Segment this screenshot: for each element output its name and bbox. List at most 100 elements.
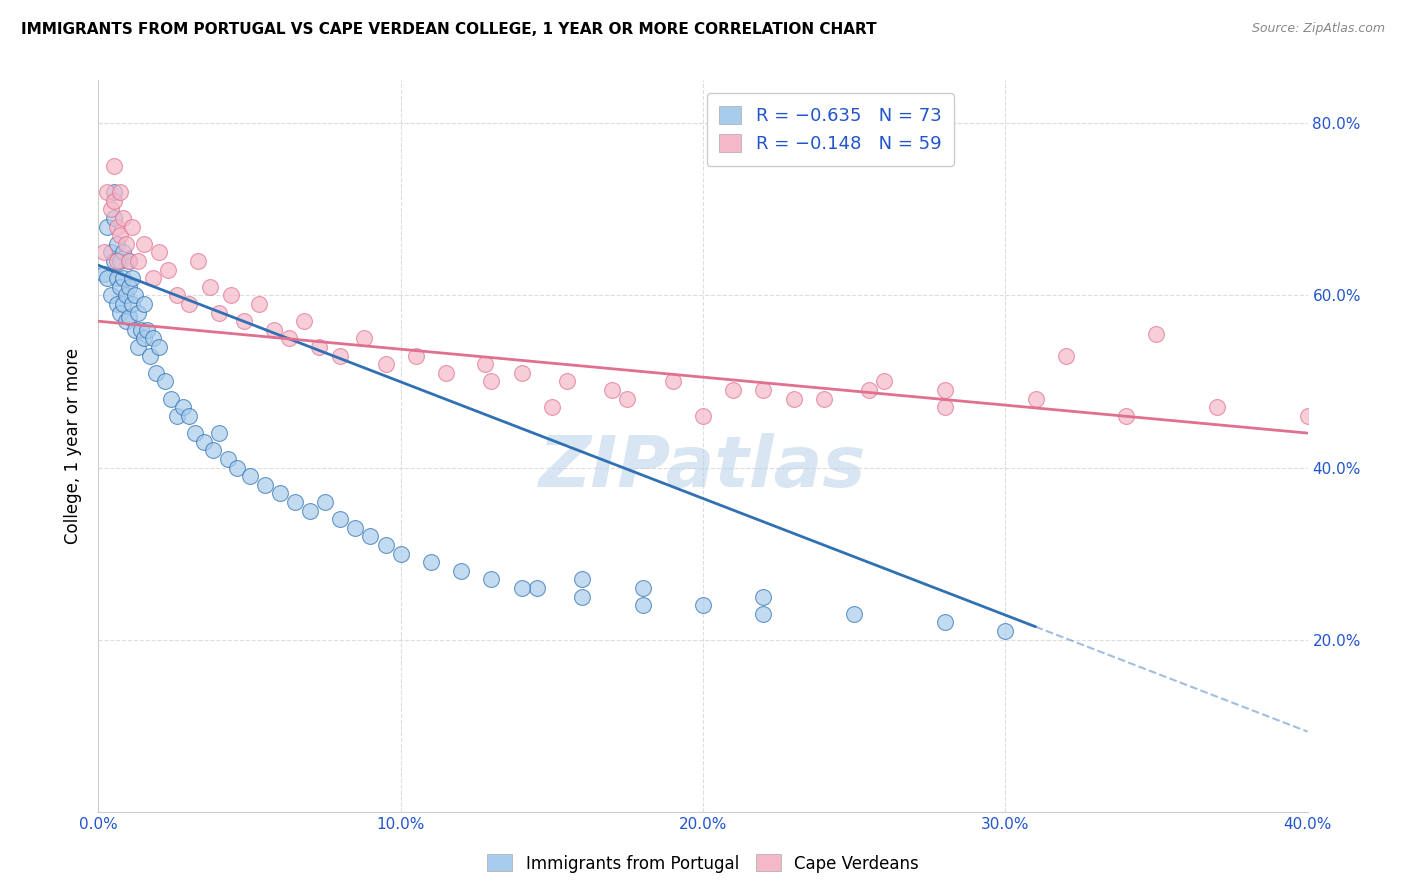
Point — [481, 573, 503, 587]
Point — [105, 271, 128, 285]
Point — [118, 310, 141, 324]
Legend: Immigrants from Portugal, Cape Verdeans: Immigrants from Portugal, Cape Verdeans — [481, 847, 925, 880]
Point — [108, 280, 131, 294]
Point — [239, 469, 262, 483]
Point — [100, 288, 122, 302]
Point — [103, 211, 125, 225]
Point — [111, 211, 134, 225]
Point — [752, 607, 775, 621]
Point — [1115, 409, 1137, 423]
Point — [103, 185, 125, 199]
Point — [263, 323, 285, 337]
Point — [166, 409, 188, 423]
Point — [1144, 327, 1167, 342]
Point — [360, 529, 382, 543]
Point — [692, 598, 714, 612]
Point — [247, 297, 270, 311]
Point — [571, 590, 593, 604]
Point — [114, 288, 136, 302]
Point — [121, 271, 143, 285]
Text: ZIPatlas: ZIPatlas — [540, 434, 866, 502]
Point — [124, 288, 146, 302]
Point — [692, 409, 714, 423]
Point — [111, 271, 134, 285]
Text: Source: ZipAtlas.com: Source: ZipAtlas.com — [1251, 22, 1385, 36]
Point — [934, 383, 956, 397]
Point — [156, 262, 179, 277]
Point — [329, 349, 352, 363]
Point — [96, 219, 118, 234]
Point — [105, 236, 128, 251]
Point — [121, 297, 143, 311]
Point — [127, 254, 149, 268]
Point — [474, 357, 496, 371]
Point — [308, 340, 330, 354]
Point — [526, 581, 548, 595]
Point — [752, 590, 775, 604]
Point — [934, 401, 956, 415]
Point — [111, 245, 134, 260]
Point — [314, 495, 336, 509]
Point — [208, 426, 231, 441]
Point — [108, 228, 131, 243]
Point — [187, 254, 209, 268]
Point — [105, 254, 128, 268]
Text: IMMIGRANTS FROM PORTUGAL VS CAPE VERDEAN COLLEGE, 1 YEAR OR MORE CORRELATION CHA: IMMIGRANTS FROM PORTUGAL VS CAPE VERDEAN… — [21, 22, 877, 37]
Point — [1296, 409, 1319, 423]
Point — [166, 288, 188, 302]
Point — [420, 555, 443, 569]
Point — [329, 512, 352, 526]
Point — [934, 615, 956, 630]
Point — [1024, 392, 1046, 406]
Point — [96, 185, 118, 199]
Point — [118, 280, 141, 294]
Point — [292, 314, 315, 328]
Point — [100, 245, 122, 260]
Point — [172, 401, 194, 415]
Point — [129, 323, 152, 337]
Point — [481, 375, 503, 389]
Point — [1206, 401, 1229, 415]
Point — [232, 314, 254, 328]
Point — [226, 460, 249, 475]
Point — [132, 236, 155, 251]
Point — [135, 323, 157, 337]
Point — [142, 271, 165, 285]
Point — [127, 305, 149, 319]
Point — [118, 254, 141, 268]
Point — [208, 305, 231, 319]
Point — [142, 331, 165, 345]
Point — [139, 349, 162, 363]
Point — [269, 486, 291, 500]
Point — [405, 349, 427, 363]
Point — [616, 392, 638, 406]
Point — [96, 271, 118, 285]
Point — [124, 323, 146, 337]
Point — [114, 236, 136, 251]
Point — [148, 245, 170, 260]
Point — [217, 451, 239, 466]
Point — [723, 383, 745, 397]
Point — [160, 392, 183, 406]
Point — [202, 443, 225, 458]
Point — [105, 297, 128, 311]
Point — [783, 392, 806, 406]
Point — [253, 477, 276, 491]
Point — [813, 392, 835, 406]
Point — [121, 219, 143, 234]
Point — [631, 598, 654, 612]
Point — [1386, 417, 1406, 432]
Legend: R = −0.635   N = 73, R = −0.148   N = 59: R = −0.635 N = 73, R = −0.148 N = 59 — [707, 93, 953, 166]
Point — [100, 202, 122, 217]
Point — [145, 366, 167, 380]
Point — [132, 297, 155, 311]
Point — [103, 159, 125, 173]
Point — [661, 375, 683, 389]
Point — [284, 495, 307, 509]
Point — [108, 185, 131, 199]
Point — [510, 581, 533, 595]
Point — [873, 375, 896, 389]
Point — [111, 297, 134, 311]
Point — [184, 426, 207, 441]
Point — [389, 547, 412, 561]
